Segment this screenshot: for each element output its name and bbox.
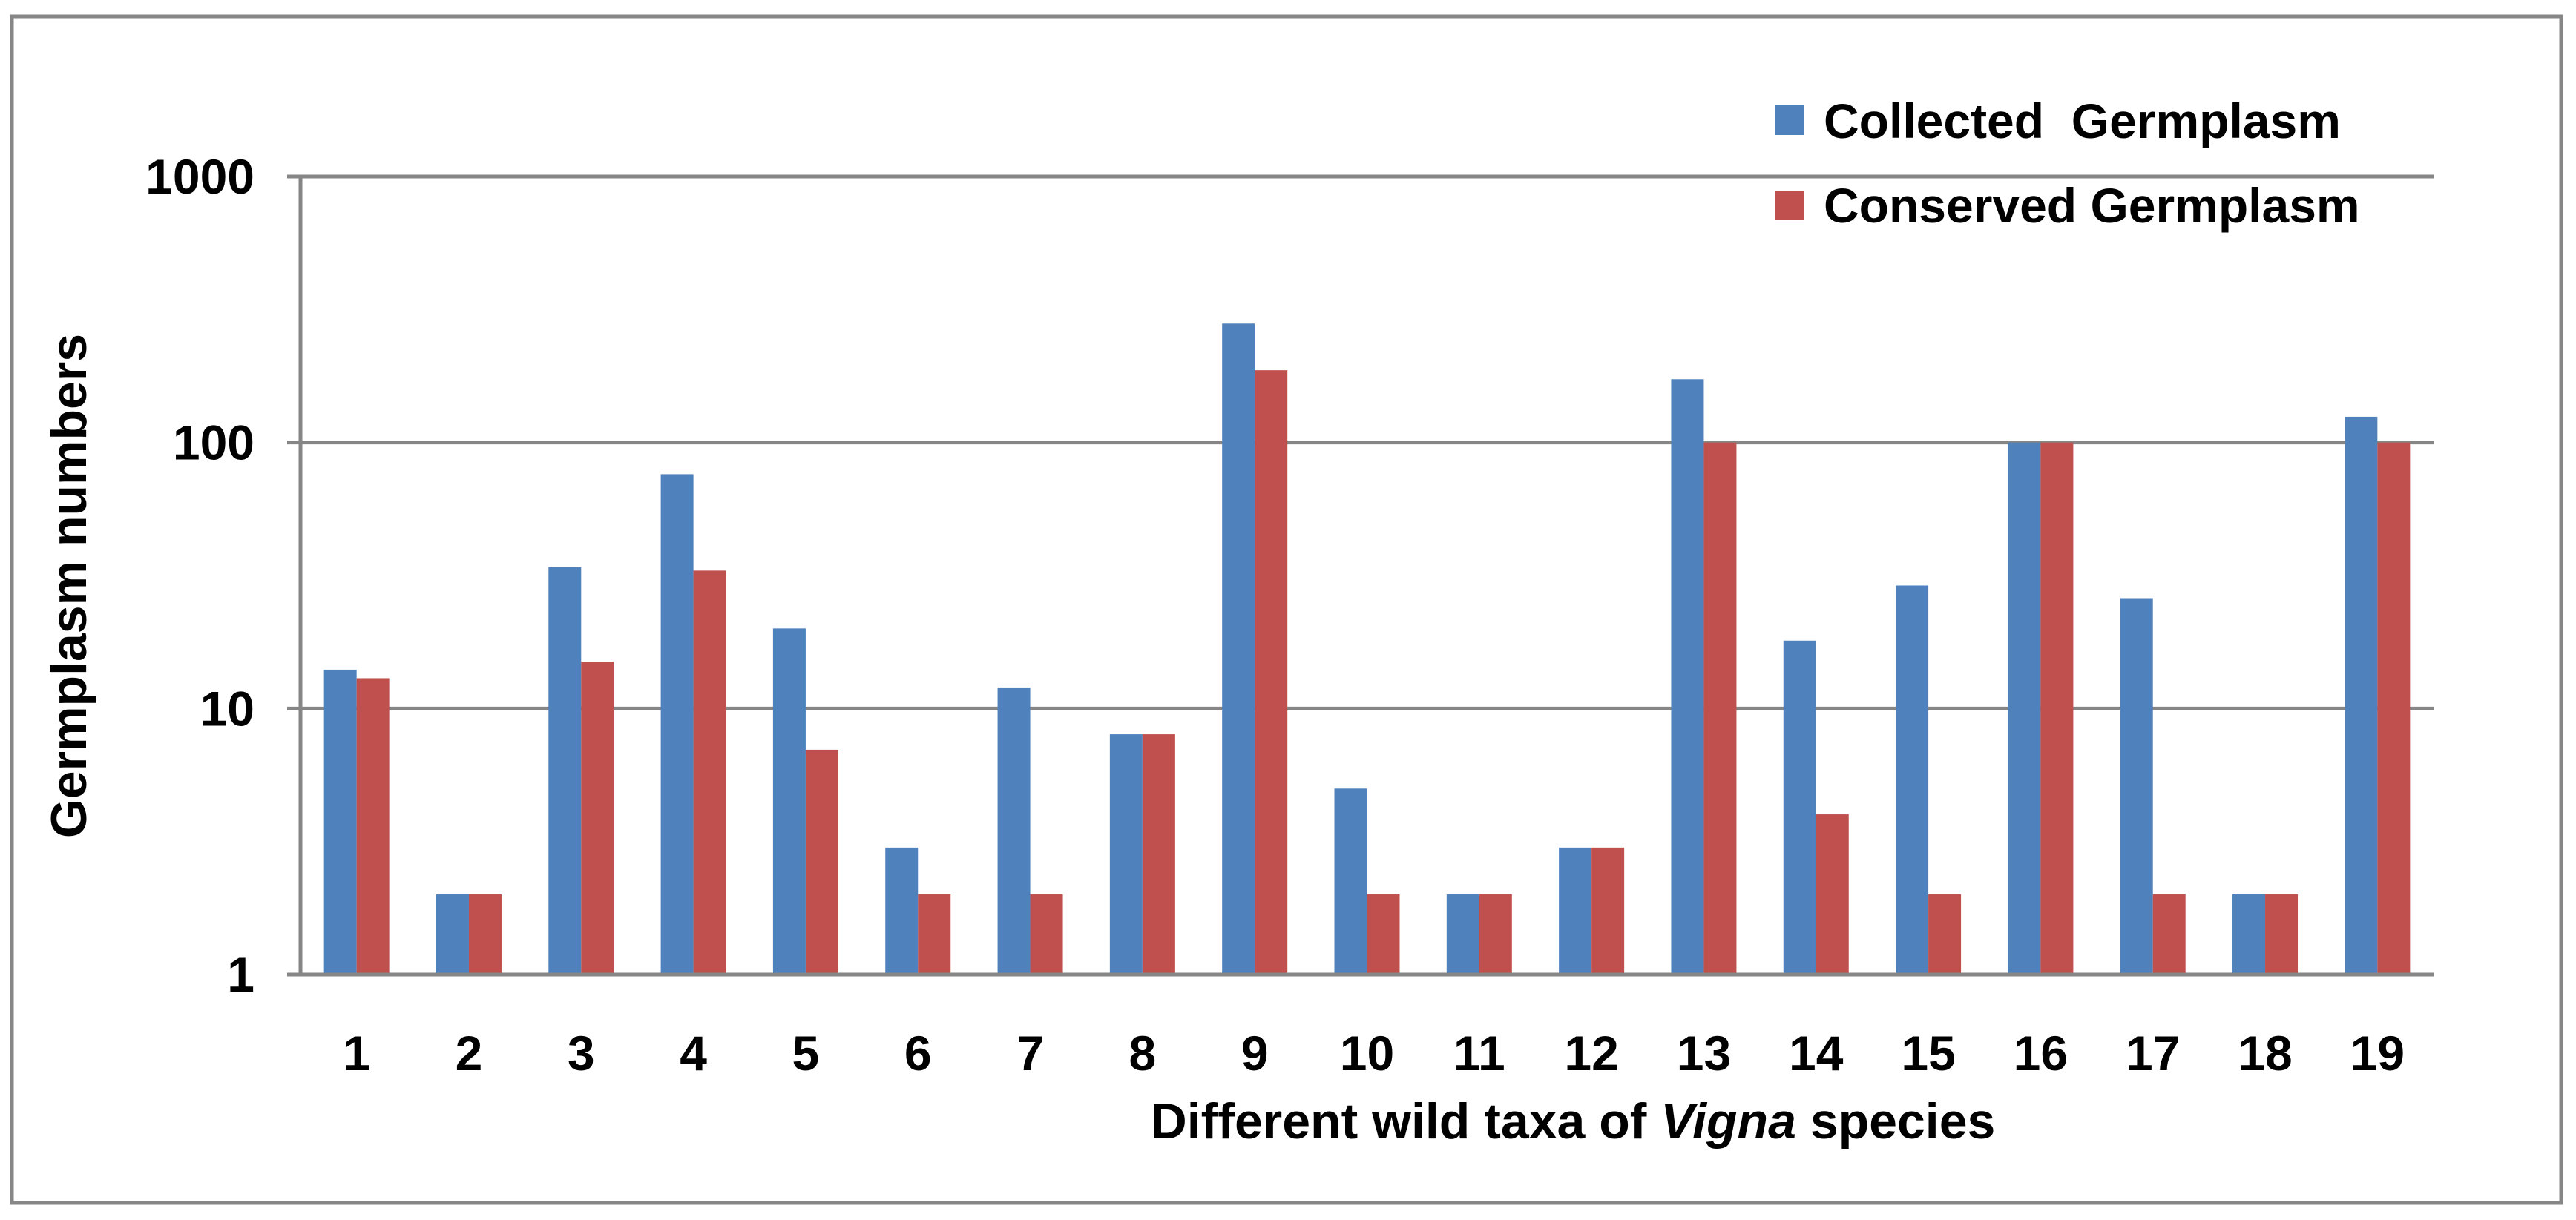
bar-conserved-17	[2152, 894, 2186, 975]
bar-collected-3	[548, 567, 582, 975]
x-tick-label-15: 15	[1901, 1026, 1955, 1081]
x-tick-label-11: 11	[1453, 1026, 1505, 1081]
legend-swatch-conserved	[1775, 191, 1804, 220]
y-axis-label: Germplasm numbers	[41, 334, 97, 838]
x-tick-label-10: 10	[1340, 1026, 1394, 1081]
bar-conserved-8	[1142, 734, 1175, 975]
x-tick-label-3: 3	[568, 1026, 595, 1081]
bar-collected-16	[2008, 442, 2041, 975]
bar-collected-7	[997, 687, 1031, 975]
bar-collected-17	[2120, 598, 2153, 975]
legend-label-collected: Collected Germplasm	[1824, 93, 2341, 148]
bar-collected-1	[323, 669, 357, 975]
bar-conserved-15	[1928, 894, 1962, 975]
bar-collected-12	[1559, 847, 1592, 975]
x-tick-label-18: 18	[2238, 1026, 2292, 1081]
x-tick-label-5: 5	[792, 1026, 820, 1081]
bars	[323, 323, 2411, 975]
bar-conserved-6	[918, 894, 951, 975]
y-tick-label-10: 10	[200, 681, 254, 736]
x-tick-label-6: 6	[904, 1026, 932, 1081]
bar-collected-15	[1896, 585, 1929, 975]
bar-conserved-11	[1479, 894, 1512, 975]
x-tick-labels: 1 2 3 4 5 6 7 8 9 10 11 12 13 14 15 16 17 18 19	[343, 1026, 2405, 1081]
bar-collected-19	[2345, 416, 2378, 975]
bar-conserved-16	[2040, 442, 2074, 975]
bar-collected-18	[2232, 894, 2266, 975]
x-tick-label-13: 13	[1677, 1026, 1731, 1081]
bar-collected-2	[436, 894, 469, 975]
bar-collected-10	[1334, 788, 1367, 975]
y-tick-label-100: 100	[173, 415, 254, 470]
bar-collected-14	[1783, 640, 1816, 975]
x-tick-label-8: 8	[1129, 1026, 1157, 1081]
y-tick-label-1: 1	[227, 947, 254, 1002]
bar-collected-5	[772, 628, 806, 975]
bar-collected-6	[885, 847, 919, 975]
bar-conserved-10	[1367, 894, 1400, 975]
bar-collected-8	[1109, 734, 1143, 975]
x-tick-label-12: 12	[1564, 1026, 1618, 1081]
bar-conserved-7	[1030, 894, 1063, 975]
legend-label-conserved: Conserved Germplasm	[1824, 178, 2360, 233]
x-axis-label: Different wild taxa of Vigna species	[1151, 1093, 1996, 1150]
bar-conserved-19	[2377, 442, 2411, 975]
gridlines	[300, 174, 2434, 710]
bar-conserved-12	[1591, 847, 1625, 975]
bar-collected-11	[1446, 894, 1479, 975]
x-tick-label-19: 19	[2350, 1026, 2405, 1081]
bar-collected-9	[1222, 323, 1255, 975]
bar-conserved-4	[693, 570, 726, 975]
legend-swatch-collected	[1775, 105, 1804, 135]
x-tick-label-2: 2	[456, 1026, 483, 1081]
bar-collected-13	[1671, 379, 1704, 975]
x-tick-label-1: 1	[343, 1026, 370, 1081]
bar-collected-4	[660, 474, 694, 975]
x-tick-label-17: 17	[2126, 1026, 2180, 1081]
bar-conserved-9	[1255, 370, 1288, 975]
bar-conserved-2	[468, 894, 502, 975]
x-tick-label-4: 4	[680, 1026, 707, 1081]
bar-conserved-1	[356, 678, 390, 975]
x-tick-label-9: 9	[1241, 1026, 1269, 1081]
x-tick-label-16: 16	[2014, 1026, 2068, 1081]
bar-conserved-5	[805, 749, 838, 975]
bar-conserved-14	[1816, 814, 1849, 975]
y-tick-labels: 1 10 100 1000	[145, 149, 254, 1002]
axes	[287, 174, 2434, 977]
bar-conserved-18	[2265, 894, 2299, 975]
bar-conserved-13	[1703, 442, 1737, 975]
y-tick-label-1000: 1000	[145, 149, 254, 204]
legend: Collected Germplasm Conserved Germplasm	[1775, 93, 2360, 233]
x-tick-label-7: 7	[1016, 1026, 1044, 1081]
x-tick-label-14: 14	[1789, 1026, 1844, 1081]
bar-conserved-3	[581, 662, 614, 975]
